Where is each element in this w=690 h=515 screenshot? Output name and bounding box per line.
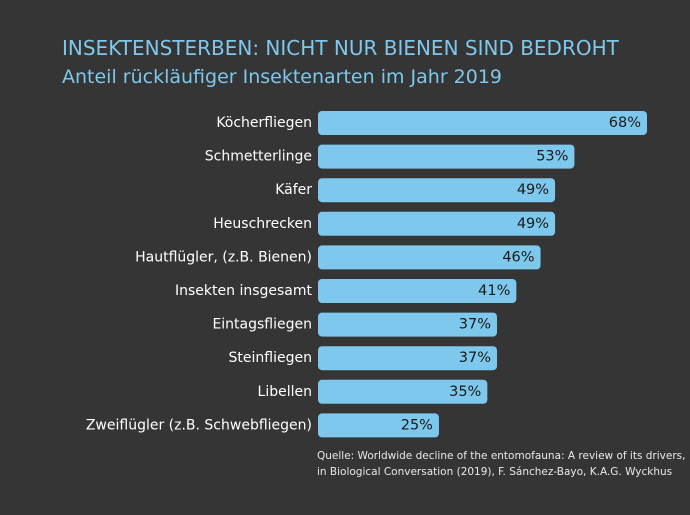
bar: [318, 211, 556, 236]
value-label: 49%: [517, 216, 549, 232]
bar: [318, 279, 517, 303]
category-label: Steinfliegen: [229, 350, 312, 366]
bar: [318, 111, 647, 135]
source-line-2: in Biological Conversation (2019), F. Sá…: [317, 466, 673, 478]
source-line-1: Quelle: Worldwide decline of the entomof…: [317, 450, 686, 462]
value-label: 41%: [478, 283, 510, 299]
category-label: Hautflügler, (z.B. Bienen): [135, 249, 312, 265]
category-label: Eintagsfliegen: [212, 317, 312, 333]
chart-subtitle: Anteil rückläufiger Insektenarten im Jah…: [62, 66, 503, 88]
chart-title: INSEKTENSTERBEN: NICHT NUR BIENEN SIND B…: [62, 36, 619, 60]
category-label: Köcherfliegen: [216, 115, 312, 131]
category-label: Zweiflügler (z.B. Schwebfliegen): [86, 417, 312, 433]
value-label: 25%: [401, 417, 433, 433]
category-label: Insekten insgesamt: [175, 283, 313, 299]
bar: [318, 312, 498, 337]
bar: [318, 144, 575, 169]
value-label: 46%: [502, 249, 534, 265]
source-note: Quelle: Worldwide decline of the entomof…: [317, 448, 687, 480]
bar: [318, 379, 488, 404]
value-label: 68%: [609, 115, 641, 131]
bar: [318, 245, 541, 270]
bar: [318, 346, 498, 371]
bar: [318, 413, 439, 438]
category-label: Libellen: [258, 384, 312, 400]
value-label: 35%: [449, 384, 481, 400]
value-label: 37%: [459, 317, 491, 333]
value-label: 37%: [459, 350, 491, 366]
bar: [318, 178, 556, 203]
category-label: Schmetterlinge: [205, 149, 312, 165]
value-label: 49%: [517, 182, 549, 198]
category-label: Heuschrecken: [213, 216, 312, 232]
category-label: Käfer: [275, 182, 312, 198]
value-label: 53%: [536, 149, 568, 165]
